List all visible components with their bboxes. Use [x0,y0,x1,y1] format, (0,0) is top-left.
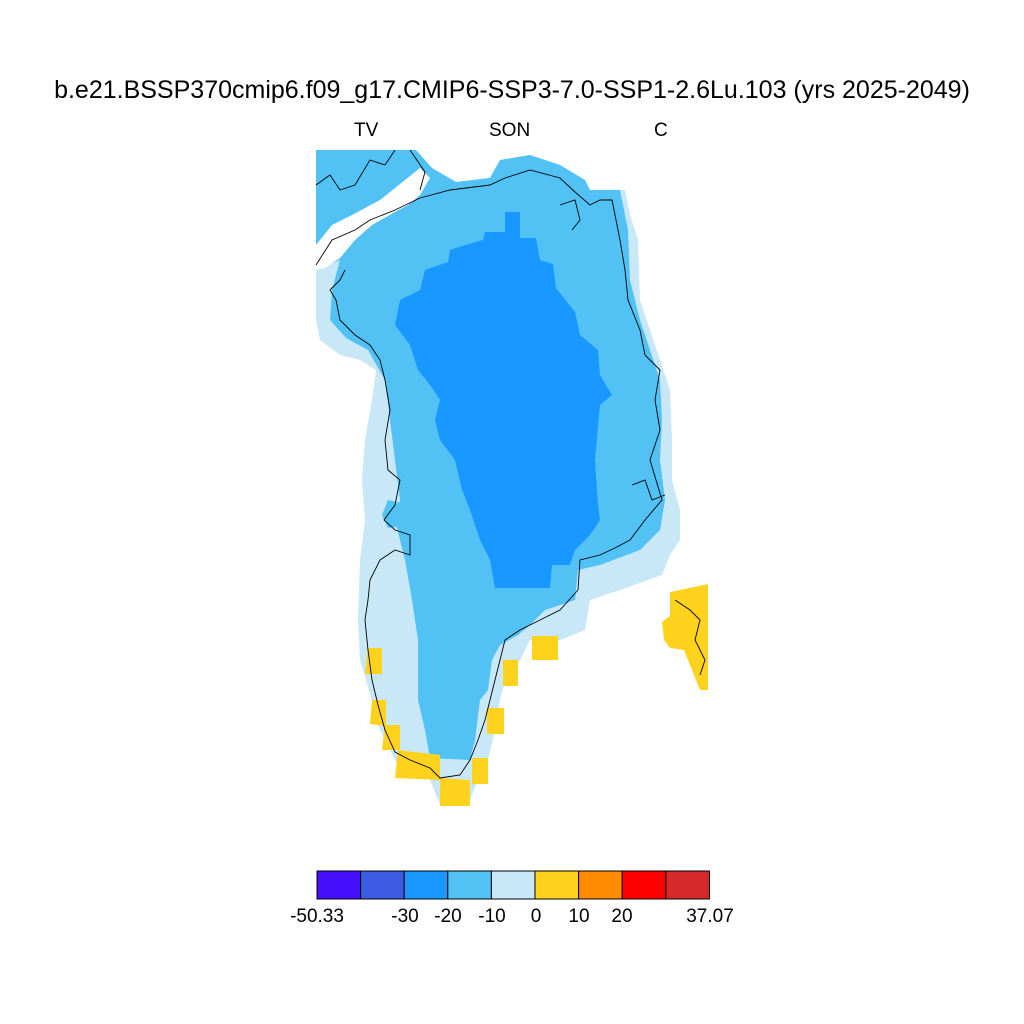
colorbar-label: 10 [568,906,590,927]
colorbar-box [447,870,492,900]
subtitle-center: SON [489,120,531,141]
region-blue [395,212,612,588]
subtitle-left: TV [354,120,379,141]
colorbar-label: 0 [530,906,542,927]
plot-title: b.e21.BSSP370cmip6.f09_g17.CMIP6-SSP3-7.… [54,76,970,104]
colorbar-label: -50.33 [290,906,344,927]
region-small-blue-patch [382,500,410,528]
colorbar-box [578,870,623,900]
colorbar-box [621,870,667,900]
colorbar-box [534,870,580,900]
colorbar-box [360,870,405,900]
region-ocean-gap-se [664,560,708,592]
colorbar-label: 37.07 [686,906,734,927]
colorbar-box [490,870,536,900]
colorbar-box [316,870,362,900]
colorbar-box [403,870,449,900]
subtitle-right: C [654,120,668,141]
colorbar-label: -10 [478,906,506,927]
coastline [315,149,706,779]
colorbar-label: -30 [391,906,419,927]
colorbar-label: -20 [434,906,462,927]
colorbar-label: 20 [611,906,633,927]
colorbar-box [665,870,710,900]
